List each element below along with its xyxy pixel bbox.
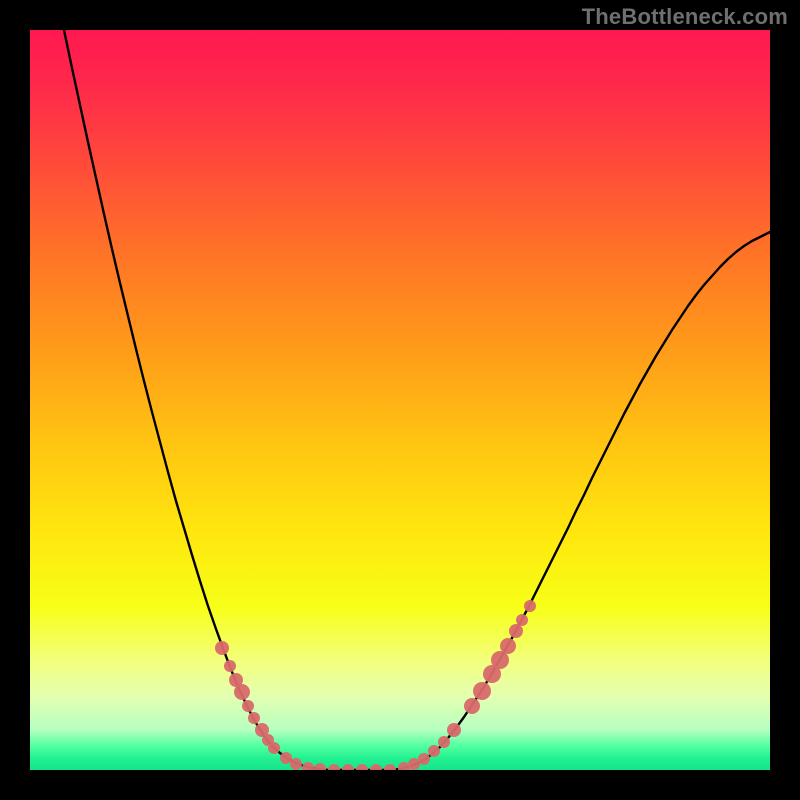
data-marker xyxy=(447,723,461,737)
data-marker xyxy=(234,684,250,700)
bottleneck-chart xyxy=(30,30,770,770)
data-marker xyxy=(500,638,516,654)
data-marker xyxy=(509,624,523,638)
data-marker xyxy=(428,745,440,757)
plot-area xyxy=(30,30,770,770)
data-marker xyxy=(280,752,292,764)
data-marker xyxy=(268,742,280,754)
data-marker xyxy=(242,700,254,712)
data-marker xyxy=(524,600,536,612)
data-marker xyxy=(473,682,491,700)
data-marker xyxy=(438,736,450,748)
data-marker xyxy=(248,712,260,724)
data-marker xyxy=(516,614,528,626)
data-marker xyxy=(215,641,229,655)
data-marker xyxy=(290,758,302,770)
watermark-text: TheBottleneck.com xyxy=(582,4,788,30)
data-marker xyxy=(418,753,430,765)
data-marker xyxy=(464,698,480,714)
data-marker xyxy=(224,660,236,672)
chart-frame: TheBottleneck.com xyxy=(0,0,800,800)
gradient-background xyxy=(30,30,770,770)
